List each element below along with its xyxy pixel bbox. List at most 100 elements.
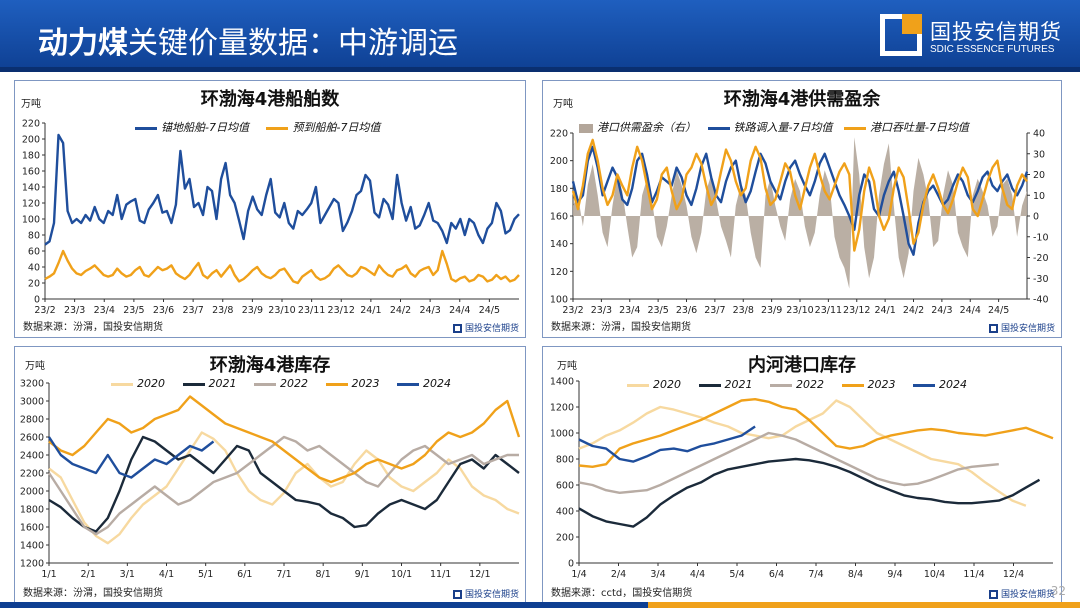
x-tick-label: 23/10 [268,305,295,316]
series-line [47,436,215,479]
data-source: 数据来源：汾渭，国投安信期货 [23,588,163,599]
x-tick-label: 11/4 [963,569,984,580]
series-line [48,431,520,545]
logo-mark-icon [988,590,998,599]
y-tick-label: 1600 [20,523,44,534]
y-tick-label: 220 [22,119,40,130]
data-source: 数据来源：汾渭，国投安信期货 [551,322,691,333]
logo-mark-icon [452,324,462,333]
y-tick-label-right: -10 [1033,232,1049,243]
company-logo: 国投安信期货 SDIC ESSENCE FUTURES [880,12,1070,64]
chart-panel-river: 0 200 400 600 800 1000 1200 1400 1/4 2/4 3/4 4/4 5/4… [542,346,1062,604]
y-tick-label: 1200 [550,403,574,414]
y-tick-label: 60 [28,247,40,258]
chart-panel-stock4: 1200 1400 1600 1800 2000 2200 2400 2600 2800 3000… [14,346,526,604]
y-tick-label-right: 20 [1033,170,1045,181]
x-tick-label: 9/4 [887,569,902,580]
legend-label: 2023 [351,377,380,390]
panel-logo-text: 国投安信期货 [464,324,519,334]
unit-label: 万吨 [557,361,577,372]
legend-item: 2021 [698,378,753,391]
chart-title: 内河港口库存 [748,355,856,376]
page-title: 动力煤关键价量数据：中游调运 [38,18,458,62]
panel-logo: 国投安信期货 [452,321,519,334]
legend-swatch [254,382,276,386]
x-tick-label: 5/4 [729,569,744,580]
series-line [578,457,1041,528]
x-tick-label: 24/1 [874,305,895,316]
y-tick-label: 400 [556,507,574,518]
legend-label: 锚地船舶-7日均值 [161,121,249,134]
y-tick-label: 180 [22,151,40,162]
chart-panel-ships: 0 20 40 60 80 100 120 140 160 180 200 220 23/2 23/3 23… [14,80,526,338]
legend-swatch [843,126,866,130]
legend-label: 2024 [423,377,451,390]
y-tick-label: 800 [556,455,574,466]
x-tick-label: 10/1 [391,569,412,580]
x-tick-label: 1/4 [571,569,586,580]
x-tick-label: 23/3 [64,305,85,316]
legend-item: 铁路调入量-7日均值 [707,119,832,135]
x-tick-label: 6/1 [237,569,252,580]
legend-swatch [397,382,419,386]
y-tick-label: 1400 [20,541,44,552]
x-tick-label: 24/1 [360,305,381,316]
x-tick-label: 23/8 [212,305,233,316]
series-line [578,398,1054,468]
legend-swatch [182,382,205,386]
legend-swatch [111,382,133,386]
x-tick-label: 23/7 [704,305,725,316]
legend-label: 2021 [208,377,237,390]
unit-label: 万吨 [25,361,45,372]
x-tick-label: 23/7 [182,305,203,316]
y-tick-label: 2000 [20,487,44,498]
panel-logo-text: 国投安信期货 [1000,324,1055,334]
x-tick-label: 24/4 [449,305,470,316]
chart-title: 环渤海4港船舶数 [200,89,340,110]
y-tick-label-right: 30 [1033,149,1045,160]
legend-item: 2020 [111,377,165,390]
y-tick-label: 2200 [20,469,44,480]
y-tick-label: 20 [28,279,40,290]
data-source: 数据来源：cctd，国投安信期货 [551,588,693,599]
y-tick-label: 600 [556,481,574,492]
legend: 锚地船舶-7日均值 预到船舶-7日均值 [135,119,394,135]
x-tick-label: 2/1 [81,569,96,580]
x-tick-label: 4/4 [690,569,705,580]
footer-bar [0,602,1080,608]
legend: 2020 2021 2022 2023 2024 [111,377,465,390]
y-tick-label: 80 [28,231,40,242]
x-tick-label: 23/9 [242,305,263,316]
legend-item: 2023 [841,378,896,391]
x-tick-label: 23/2 [34,305,55,316]
y-tick-label: 3200 [20,379,44,390]
y-tick-label: 0 [34,295,40,306]
y-tick-label: 100 [550,295,568,306]
x-tick-label: 24/5 [479,305,500,316]
x-tick-label: 23/5 [123,305,144,316]
panel-logo: 国投安信期货 [988,587,1055,600]
y-tick-label: 1400 [550,377,574,388]
legend: 2020 2021 2022 2023 2024 [627,378,981,391]
x-tick-label: 23/10 [786,305,813,316]
chart-title: 环渤海4港库存 [209,355,331,376]
x-tick-label: 23/12 [328,305,355,316]
logo-en: SDIC ESSENCE FUTURES [930,44,1055,55]
panel-logo-text: 国投安信期货 [464,590,519,600]
page-number: 32 [1050,584,1066,598]
x-tick-label: 7/4 [808,569,823,580]
chart-panel-balance: 100 120 140 160 180 200 220 -40 -30 -20 -10 0 10 20 30… [542,80,1062,338]
y-tick-label-right: 0 [1033,212,1039,223]
y-tick-label: 2400 [20,451,44,462]
x-tick-label: 23/3 [591,305,612,316]
y-tick-label: 160 [550,212,568,223]
series-line [571,145,1029,256]
x-tick-label: 23/12 [843,305,870,316]
x-tick-label: 1/1 [41,569,56,580]
unit-label: 万吨 [21,99,41,110]
x-tick-label: 9/1 [355,569,370,580]
y-tick-label: 160 [22,167,40,178]
x-tick-label: 24/3 [419,305,440,316]
legend-swatch [579,123,593,133]
y-tick-label: 220 [550,129,568,140]
